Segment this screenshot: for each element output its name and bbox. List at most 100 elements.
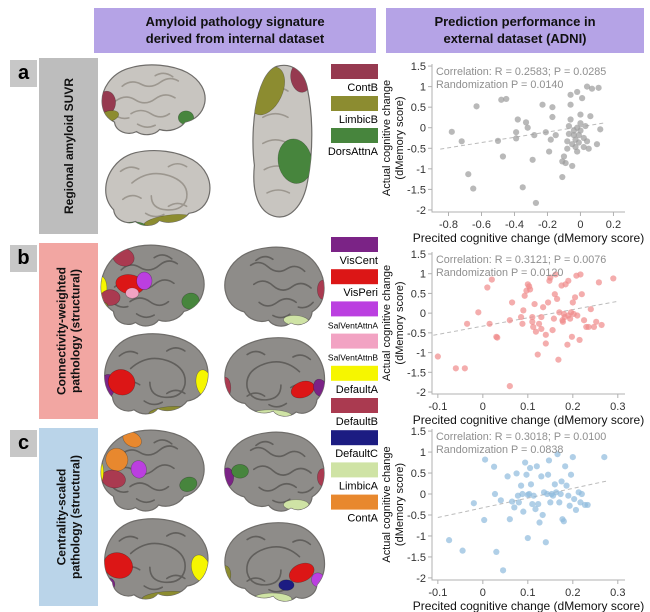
stats-correlation: Correlation: R = 0.3018; P = 0.0100 [436, 431, 606, 443]
axis-spines [431, 64, 625, 213]
scatter-point [564, 341, 571, 348]
scatter-point [559, 318, 567, 325]
panel-letter-a: a [10, 60, 37, 87]
axis-spines [431, 252, 625, 395]
brain-sulcus [247, 547, 300, 585]
brain-lateral-view [98, 65, 205, 135]
scatter-point [461, 365, 468, 372]
y-tick-label: 0.5 [411, 102, 426, 114]
brain-sulcus [254, 466, 311, 475]
scatter-point [448, 128, 455, 135]
row-label-centrality-scaled: Centrality-scaled pathology (structural) [39, 428, 98, 606]
scatter-point [577, 120, 584, 127]
y-axis-label-line1: Actual cognitive change [381, 265, 393, 381]
brain-sulcus [122, 79, 178, 87]
brain-sulcus [144, 401, 162, 404]
scatter-point [562, 463, 569, 470]
scatter-point [598, 321, 605, 329]
brain-sulcus [168, 203, 186, 206]
x-tick-label: 0 [577, 219, 583, 231]
scatter-point [459, 547, 466, 554]
legend-label: VisPeri [343, 287, 378, 299]
brain-region-patch [288, 562, 315, 583]
scatter-point [593, 318, 600, 325]
scatter-point [508, 498, 516, 505]
stats-correlation: Correlation: R = 0.2583; P = 0.0285 [436, 66, 606, 78]
y-tick-label: -1 [416, 164, 426, 176]
scatter-point [531, 300, 538, 308]
scatter-point [582, 122, 589, 130]
scatter-point [572, 506, 580, 514]
x-tick-label: -0.1 [428, 401, 447, 413]
scatter-point [542, 129, 549, 136]
brain-region-patch [178, 110, 195, 125]
scatter-point [542, 331, 549, 338]
brain-sulcus [167, 575, 185, 578]
x-tick-label: 0.2 [565, 587, 580, 599]
scatter-point [533, 463, 540, 470]
legend-swatch [331, 301, 378, 317]
legend-label: DefaultB [336, 416, 378, 428]
scatter-point [587, 306, 594, 313]
scatter-point [504, 473, 511, 480]
x-tick-label: 0.2 [565, 401, 580, 413]
scatter-point [463, 320, 471, 327]
legend-label: ContB [347, 82, 378, 94]
brain-sulcus [251, 448, 305, 457]
legend-item-DefaultA: DefaultA [331, 365, 379, 396]
y-tick-label: -1.5 [407, 552, 426, 564]
brain-sulcus [273, 314, 290, 317]
brain-sulcus [298, 302, 313, 307]
y-tick-label: -1 [416, 531, 426, 543]
legend-item-SalVentAttnA: SalVentAttnA [328, 301, 378, 330]
y-tick-label: -0.5 [407, 510, 426, 522]
scatter-point [530, 492, 537, 499]
scatter-point [577, 499, 584, 506]
brain-sulcus [247, 352, 264, 355]
scatter-point [552, 271, 559, 278]
brain-region-patch [317, 279, 325, 300]
panel-letter-c: c [10, 430, 37, 457]
legend-item-DefaultB: DefaultB [331, 398, 378, 428]
scatter-point [488, 276, 495, 283]
y-axis-label-line2: (dMemory score) [394, 281, 406, 364]
scatter-point [536, 519, 543, 526]
brain-sulcus [267, 190, 289, 193]
scatter-point [597, 126, 604, 133]
legend-networks-bc: VisCent VisPeri SalVentAttnA SalVentAttnB De… [328, 237, 379, 525]
legend-swatch [331, 237, 378, 252]
brain-region-patch [136, 271, 153, 290]
scatter-point [576, 336, 583, 344]
scatter-point [491, 490, 499, 498]
scatter-point [595, 279, 603, 286]
row-label-connectivity-weighted: Connectivity-weighted pathology (structu… [39, 243, 98, 419]
legend-swatch [331, 398, 378, 413]
legend-swatch [331, 494, 378, 510]
scatter-point [569, 299, 576, 306]
scatter-point [532, 506, 539, 513]
brain-sulcus [167, 390, 185, 393]
brain-sulcus [259, 484, 296, 491]
scatter-point [556, 499, 563, 506]
x-axis-label: Precited cognitive change (dMemory score… [413, 599, 644, 612]
scatter-point [539, 511, 546, 519]
scatter-point [527, 481, 535, 488]
brain-region-patch [101, 460, 104, 484]
row-label-regional-amyloid-suvr: Regional amyloid SUVR [39, 58, 98, 234]
scatter-point [593, 141, 601, 148]
scatter-point [565, 130, 573, 137]
scatter-point [564, 145, 571, 152]
scatter-point [567, 101, 574, 108]
scatter-point [458, 138, 465, 145]
scatter-point [534, 351, 541, 358]
brain-lateral-flip-view [225, 247, 328, 327]
scatter-point [549, 327, 556, 334]
scatter-point [506, 383, 513, 390]
brain-sulcus [256, 257, 273, 261]
brain-outline [225, 523, 325, 601]
scatter-point [535, 500, 542, 508]
scatter-point [553, 295, 561, 303]
brain-sulcus [247, 578, 264, 581]
y-axis-label-line2: (dMemory score) [394, 96, 406, 179]
brain-sulcus [137, 499, 155, 502]
